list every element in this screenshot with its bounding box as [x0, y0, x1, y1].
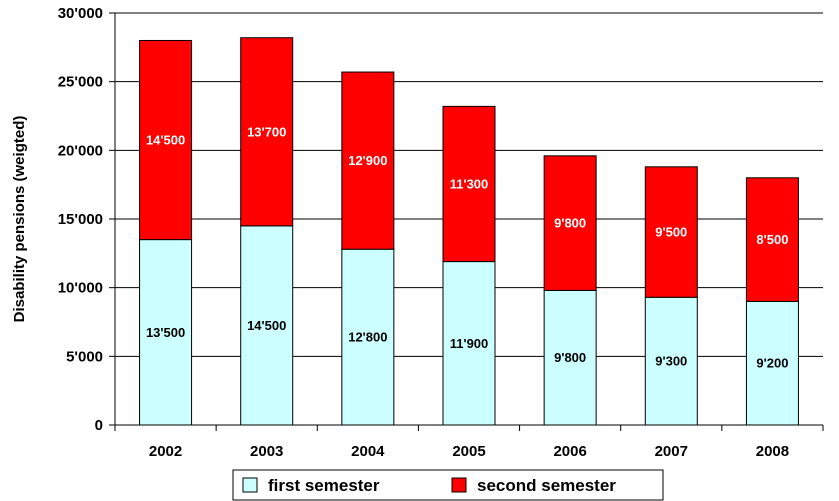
- x-tick-label: 2002: [149, 443, 182, 460]
- x-tick-label: 2004: [351, 443, 385, 460]
- data-label: 9'800: [554, 216, 586, 231]
- bar-first-semester: [240, 225, 294, 426]
- bar-second-semester: [745, 177, 799, 302]
- y-tick-label: 25'000: [58, 74, 103, 91]
- x-tick-label: 2008: [756, 443, 789, 460]
- axes: 0 5'000 10'000 15'000 20'000 25'000 30'000 2002…: [58, 5, 824, 460]
- bar-second-semester: [442, 105, 496, 263]
- legend-box: [232, 469, 664, 501]
- x-tick-label: 2005: [452, 443, 485, 460]
- legend-swatch: [451, 477, 467, 493]
- data-label: 12'800: [348, 330, 387, 345]
- data-labels: 13'500 14'500 14'500 13'700 12'800 12'900 11'9…: [146, 124, 788, 370]
- y-tick-label: 30'000: [58, 5, 103, 22]
- y-tick-label: 0: [95, 417, 103, 434]
- bar-second-semester: [139, 39, 193, 241]
- bar-first-semester: [442, 261, 496, 426]
- bar-second-semester: [341, 71, 395, 250]
- data-label: 13'500: [146, 325, 185, 340]
- x-tick-label: 2007: [655, 443, 688, 460]
- data-label: 8'500: [756, 232, 788, 247]
- data-label: 9'800: [554, 350, 586, 365]
- bar-first-semester: [341, 248, 395, 426]
- bar-second-semester: [240, 37, 294, 227]
- x-tick-label: 2003: [250, 443, 283, 460]
- y-tick-label: 20'000: [58, 142, 103, 159]
- bar-second-semester: [543, 155, 597, 291]
- data-label: 11'300: [450, 176, 489, 191]
- legend-label: second semester: [477, 476, 616, 495]
- y-tick-label: 5'000: [66, 348, 103, 365]
- legend-label: first semester: [268, 476, 380, 495]
- data-label: 9'200: [756, 356, 788, 371]
- legend-swatch: [242, 477, 258, 493]
- bars: [139, 37, 799, 426]
- legend: first semester second semester: [232, 469, 664, 501]
- y-axis-title: Disability pensions (weigted): [11, 116, 28, 323]
- bar-first-semester: [745, 300, 799, 426]
- data-label: 11'900: [450, 336, 489, 351]
- bar-first-semester: [644, 296, 698, 426]
- data-label: 14'500: [247, 318, 286, 333]
- y-tick-label: 15'000: [58, 211, 103, 228]
- y-tick-label: 10'000: [58, 280, 103, 297]
- x-tick-label: 2006: [553, 443, 586, 460]
- data-label: 13'700: [247, 124, 286, 139]
- bar-second-semester: [644, 166, 698, 298]
- data-label: 9'300: [655, 354, 687, 369]
- data-label: 12'900: [348, 153, 387, 168]
- data-label: 9'500: [655, 225, 687, 240]
- data-label: 14'500: [146, 133, 185, 148]
